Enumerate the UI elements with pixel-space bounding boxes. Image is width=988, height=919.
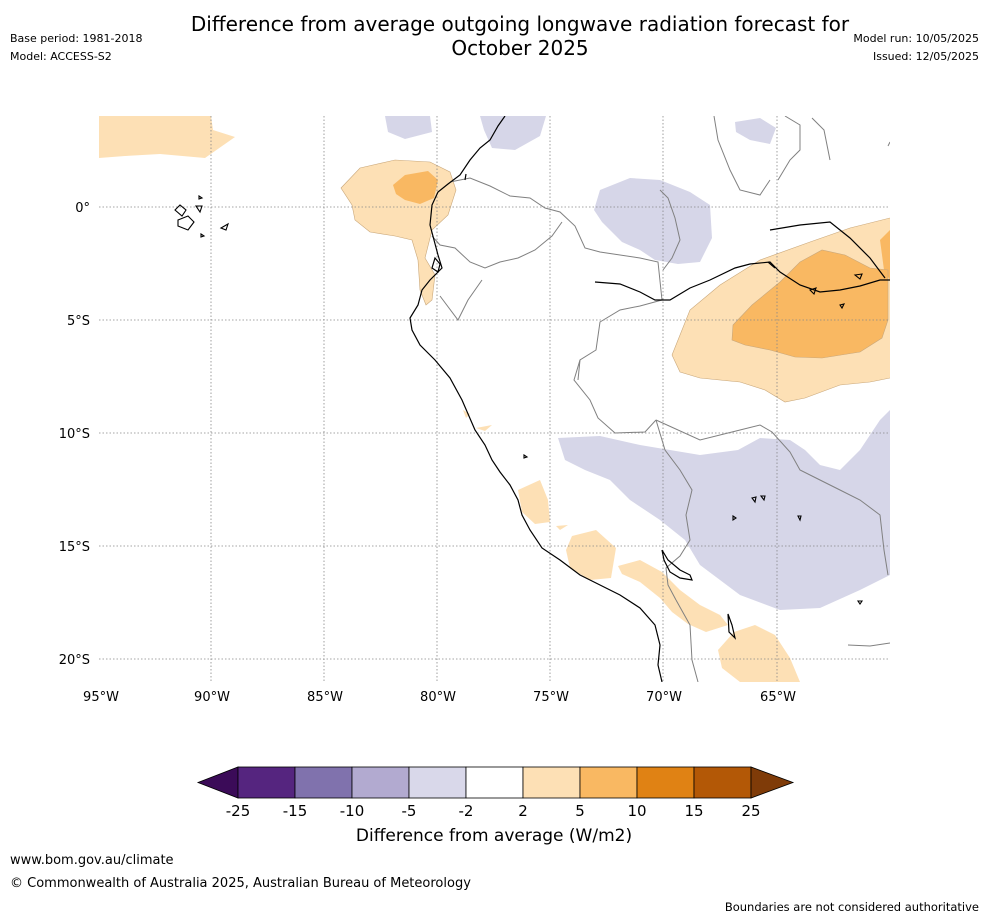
lat-label: 0° [75,201,90,216]
colorbar-box [522,766,581,799]
colorbar-label: Difference from average (W/m2) [355,826,633,846]
islands [174,194,864,605]
colorbar-box [237,766,296,799]
colorbar-tick-label: -2 [459,802,474,820]
colorbar-tick-label: -15 [283,802,308,820]
lat-label: 5°S [67,314,90,329]
colorbar-tick-label: 15 [684,802,703,820]
coastlines [409,116,890,682]
colorbar-tick-label: 5 [575,802,585,820]
footer-url: www.bom.gov.au/climate [10,853,174,868]
issued-text: Issued: 12/05/2025 [872,50,979,63]
title-line-2: October 2025 [451,36,589,60]
colorbar-tick-label: 2 [518,802,528,820]
colorbar-tick-label: 10 [627,802,646,820]
colorbar-box [294,766,353,799]
chart-title: Difference from average outgoing longwav… [150,12,890,60]
colorbar-arrow-right [750,766,795,799]
lat-label: 15°S [59,540,90,555]
colorbar: -25 -15 -10 -5 -2 2 5 10 15 25 [196,766,795,820]
footer-note: Boundaries are not considered authoritat… [724,900,979,914]
colorbar-box [636,766,695,799]
base-period-text: Base period: 1981-2018 [10,32,143,45]
graticule [99,116,890,682]
longitude-labels: 95°W 90°W 85°W 80°W 75°W 70°W 65°W [83,690,796,705]
colorbar-box [579,766,638,799]
colorbar-box [408,766,467,799]
negative-anomaly-areas [385,116,890,610]
lon-label: 85°W [307,690,343,705]
footer-copyright: © Commonwealth of Australia 2025, Austra… [10,876,471,891]
lat-label: 10°S [59,427,90,442]
model-run-text: Model run: 10/05/2025 [853,32,979,45]
map-figure: 0° 5°S 10°S 15°S 20°S 95°W 90°W 85°W 80°… [59,116,890,705]
colorbar-box [693,766,752,799]
model-text: Model: ACCESS-S2 [10,50,112,63]
colorbar-tick-label: -5 [402,802,417,820]
left-metadata: Base period: 1981-2018 Model: ACCESS-S2 [10,32,142,64]
colorbar-box [465,766,524,799]
lon-label: 70°W [646,690,682,705]
latitude-labels: 0° 5°S 10°S 15°S 20°S [59,201,90,668]
lon-label: 75°W [533,690,569,705]
lon-label: 95°W [83,690,119,705]
colorbar-box [351,766,410,799]
colorbar-tick-label: 25 [741,802,760,820]
lat-label: 20°S [59,653,90,668]
colorbar-tick-label: -10 [340,802,365,820]
title-line-1: Difference from average outgoing longwav… [190,12,850,36]
colorbar-ticks: -25 -15 -10 -5 -2 2 5 10 15 25 [226,802,761,820]
right-metadata: Model run: 10/05/2025 Issued: 12/05/2025 [853,32,979,64]
map-area [99,116,890,682]
colorbar-arrow-left [196,766,239,799]
colorbar-boxes [196,766,795,799]
lon-label: 65°W [760,690,796,705]
lon-label: 80°W [420,690,456,705]
colorbar-tick-label: -25 [226,802,251,820]
lon-label: 90°W [194,690,230,705]
strong-positive-anomaly-areas [393,171,890,358]
country-borders [431,116,890,682]
